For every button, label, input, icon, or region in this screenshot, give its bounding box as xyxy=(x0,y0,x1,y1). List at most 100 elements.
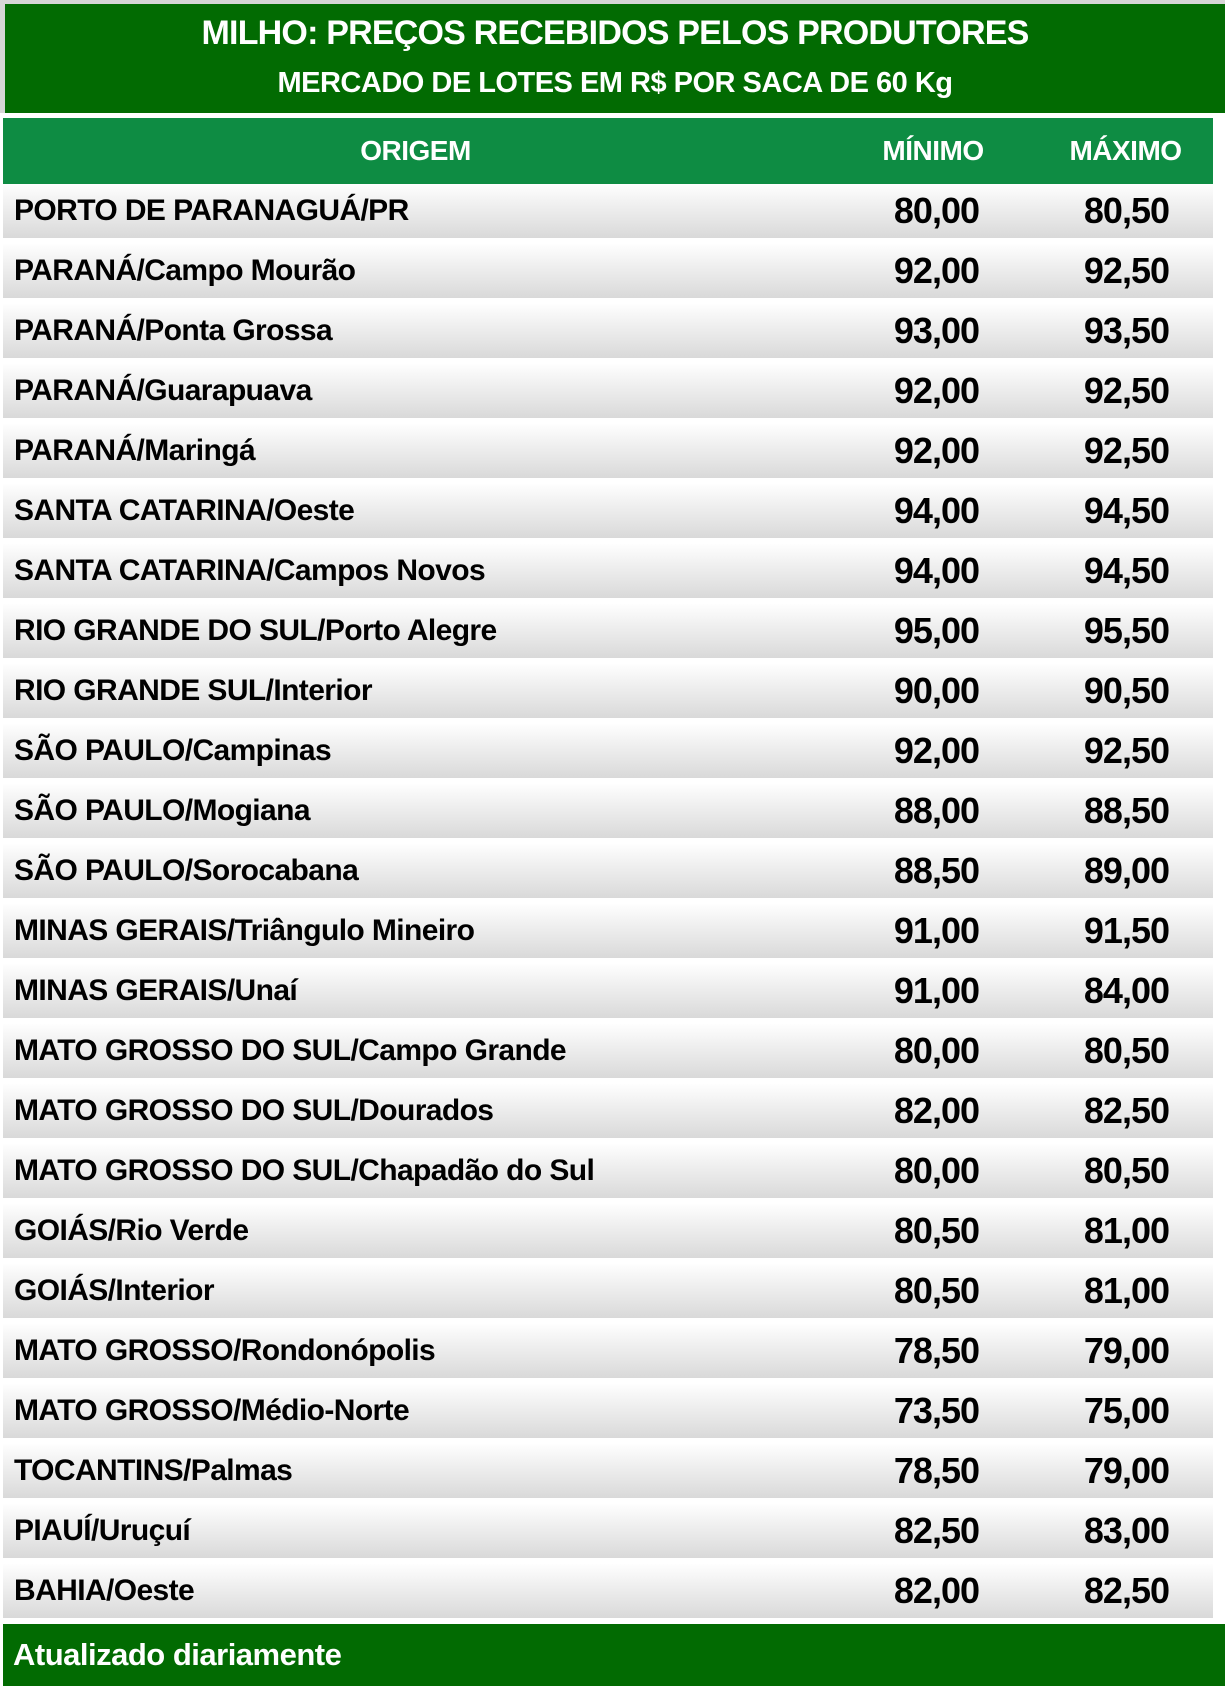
column-header-minimo: MÍNIMO xyxy=(882,135,984,166)
origem-cell: PARANÁ/Campo Mourão xyxy=(14,254,356,287)
minimo-cell: 92,00 xyxy=(893,250,980,291)
maximo-cell: 93,50 xyxy=(1083,310,1170,351)
origem-cell: MINAS GERAIS/Triângulo Mineiro xyxy=(14,914,475,947)
minimo-cell: 94,00 xyxy=(893,490,980,531)
origem-cell: TOCANTINS/Palmas xyxy=(14,1454,293,1487)
table-row: PARANÁ/Campo Mourão 92,00 92,50 xyxy=(3,244,1213,298)
table-row: PIAUÍ/Uruçuí 82,50 83,00 xyxy=(3,1504,1213,1558)
origem-cell: PARANÁ/Guarapuava xyxy=(14,374,312,407)
maximo-cell: 89,00 xyxy=(1083,850,1170,891)
table-row: MINAS GERAIS/Triângulo Mineiro 91,00 91,… xyxy=(3,904,1213,958)
table-row: SÃO PAULO/Mogiana 88,00 88,50 xyxy=(3,784,1213,838)
maximo-cell: 79,00 xyxy=(1083,1450,1170,1491)
table-row: SANTA CATARINA/Oeste 94,00 94,50 xyxy=(3,484,1213,538)
maximo-cell: 83,00 xyxy=(1083,1510,1170,1551)
table-row: MATO GROSSO/Médio-Norte 73,50 75,00 xyxy=(3,1384,1213,1438)
origem-cell: RIO GRANDE SUL/Interior xyxy=(14,674,372,707)
minimo-cell: 82,00 xyxy=(893,1090,980,1131)
maximo-cell: 75,00 xyxy=(1083,1390,1170,1431)
table-row: MATO GROSSO DO SUL/Dourados 82,00 82,50 xyxy=(3,1084,1213,1138)
origem-cell: MINAS GERAIS/Unaí xyxy=(14,974,298,1007)
table-row: TOCANTINS/Palmas 78,50 79,00 xyxy=(3,1444,1213,1498)
minimo-cell: 93,00 xyxy=(893,310,980,351)
minimo-cell: 94,00 xyxy=(893,550,980,591)
maximo-cell: 92,50 xyxy=(1083,730,1170,771)
table-header-row: ORIGEM MÍNIMO MÁXIMO xyxy=(3,118,1213,184)
minimo-cell: 82,50 xyxy=(893,1510,980,1551)
origem-cell: MATO GROSSO/Rondonópolis xyxy=(14,1334,436,1367)
origem-cell: MATO GROSSO DO SUL/Campo Grande xyxy=(14,1034,567,1067)
table-row: MATO GROSSO DO SUL/Chapadão do Sul 80,00… xyxy=(3,1144,1213,1198)
origem-cell: SANTA CATARINA/Campos Novos xyxy=(14,554,486,587)
minimo-cell: 95,00 xyxy=(893,610,980,651)
table-row: SANTA CATARINA/Campos Novos 94,00 94,50 xyxy=(3,544,1213,598)
maximo-cell: 92,50 xyxy=(1083,370,1170,411)
column-header-maximo: MÁXIMO xyxy=(1069,135,1182,166)
minimo-cell: 78,50 xyxy=(893,1450,980,1491)
minimo-cell: 91,00 xyxy=(893,910,980,951)
origem-cell: SÃO PAULO/Sorocabana xyxy=(14,854,359,887)
minimo-cell: 92,00 xyxy=(893,730,980,771)
origem-cell: PARANÁ/Maringá xyxy=(14,434,256,467)
maximo-cell: 80,50 xyxy=(1083,1150,1170,1191)
maximo-cell: 81,00 xyxy=(1083,1270,1170,1311)
maximo-cell: 90,50 xyxy=(1083,670,1170,711)
origem-cell: SÃO PAULO/Campinas xyxy=(14,734,332,767)
table-row: GOIÁS/Rio Verde 80,50 81,00 xyxy=(3,1204,1213,1258)
minimo-cell: 88,00 xyxy=(893,790,980,831)
table-row: RIO GRANDE SUL/Interior 90,00 90,50 xyxy=(3,664,1213,718)
table-row: PARANÁ/Ponta Grossa 93,00 93,50 xyxy=(3,304,1213,358)
page-top-border xyxy=(0,0,1225,4)
table-row: PORTO DE PARANAGUÁ/PR 80,00 80,50 xyxy=(3,184,1213,238)
table-row: PARANÁ/Guarapuava 92,00 92,50 xyxy=(3,364,1213,418)
minimo-cell: 91,00 xyxy=(893,970,980,1011)
minimo-cell: 80,00 xyxy=(893,1030,980,1071)
minimo-cell: 80,50 xyxy=(893,1270,980,1311)
origem-cell: SÃO PAULO/Mogiana xyxy=(14,794,311,827)
table-row: MINAS GERAIS/Unaí 91,00 84,00 xyxy=(3,964,1213,1018)
table-row: MATO GROSSO DO SUL/Campo Grande 80,00 80… xyxy=(3,1024,1213,1078)
table-row: MATO GROSSO/Rondonópolis 78,50 79,00 xyxy=(3,1324,1213,1378)
origem-cell: PIAUÍ/Uruçuí xyxy=(14,1514,191,1547)
origem-cell: MATO GROSSO DO SUL/Chapadão do Sul xyxy=(14,1154,595,1187)
maximo-cell: 81,00 xyxy=(1083,1210,1170,1251)
maximo-cell: 80,50 xyxy=(1083,190,1170,231)
table-row: GOIÁS/Interior 80,50 81,00 xyxy=(3,1264,1213,1318)
maximo-cell: 80,50 xyxy=(1083,1030,1170,1071)
maximo-cell: 95,50 xyxy=(1083,610,1170,651)
origem-cell: GOIÁS/Interior xyxy=(14,1274,215,1307)
title-bar: MILHO: PREÇOS RECEBIDOS PELOS PRODUTORES… xyxy=(5,4,1225,113)
minimo-cell: 73,50 xyxy=(893,1390,980,1431)
price-table: ORIGEM MÍNIMO MÁXIMO PORTO DE PARANAGUÁ/… xyxy=(3,118,1213,1618)
table-row: SÃO PAULO/Campinas 92,00 92,50 xyxy=(3,724,1213,778)
maximo-cell: 92,50 xyxy=(1083,430,1170,471)
maximo-cell: 94,50 xyxy=(1083,490,1170,531)
maximo-cell: 88,50 xyxy=(1083,790,1170,831)
maximo-cell: 94,50 xyxy=(1083,550,1170,591)
maximo-cell: 84,00 xyxy=(1083,970,1170,1011)
table-row: RIO GRANDE DO SUL/Porto Alegre 95,00 95,… xyxy=(3,604,1213,658)
minimo-cell: 78,50 xyxy=(893,1330,980,1371)
maximo-cell: 82,50 xyxy=(1083,1570,1170,1611)
table-row: SÃO PAULO/Sorocabana 88,50 89,00 xyxy=(3,844,1213,898)
table-body: PORTO DE PARANAGUÁ/PR 80,00 80,50 PARANÁ… xyxy=(3,184,1213,1618)
origem-cell: BAHIA/Oeste xyxy=(14,1574,195,1607)
maximo-cell: 82,50 xyxy=(1083,1090,1170,1131)
minimo-cell: 88,50 xyxy=(893,850,980,891)
origem-cell: RIO GRANDE DO SUL/Porto Alegre xyxy=(14,614,497,647)
maximo-cell: 92,50 xyxy=(1083,250,1170,291)
update-note: Atualizado diariamente xyxy=(13,1637,342,1672)
minimo-cell: 90,00 xyxy=(893,670,980,711)
maximo-cell: 79,00 xyxy=(1083,1330,1170,1371)
origem-cell: GOIÁS/Rio Verde xyxy=(14,1214,249,1247)
table-row: PARANÁ/Maringá 92,00 92,50 xyxy=(3,424,1213,478)
minimo-cell: 92,00 xyxy=(893,370,980,411)
page-subtitle: MERCADO DE LOTES EM R$ POR SACA DE 60 Kg xyxy=(277,67,953,99)
origem-cell: MATO GROSSO DO SUL/Dourados xyxy=(14,1094,494,1127)
minimo-cell: 80,00 xyxy=(893,1150,980,1191)
column-header-origem: ORIGEM xyxy=(360,135,471,166)
minimo-cell: 92,00 xyxy=(893,430,980,471)
maximo-cell: 91,50 xyxy=(1083,910,1170,951)
origem-cell: PARANÁ/Ponta Grossa xyxy=(14,314,333,347)
